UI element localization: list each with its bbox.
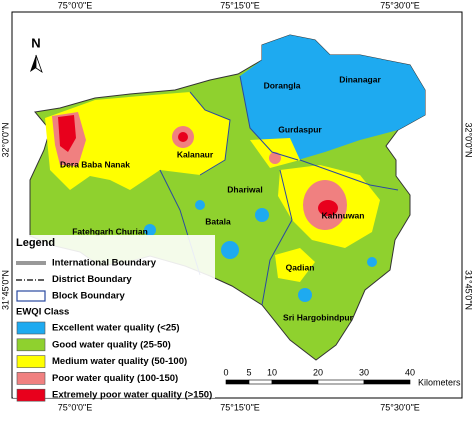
blue-zone <box>367 257 377 267</box>
legend-label: Extremely poor water quality (>150) <box>52 390 212 401</box>
place-label: Qadian <box>286 262 315 272</box>
north-label: N <box>31 35 40 50</box>
legend-box <box>13 235 215 398</box>
coord-label: 75°30'0"E <box>380 0 420 10</box>
place-label: Batala <box>205 216 231 226</box>
place-label: Dhariwal <box>227 184 262 194</box>
scale-label: 5 <box>246 367 251 377</box>
legend-label: Excellent water quality (<25) <box>52 323 180 334</box>
scale-label: 0 <box>223 367 228 377</box>
coord-label: 32°0'0"N <box>464 122 474 157</box>
blue-zone <box>255 208 269 222</box>
blue-zone <box>144 224 156 236</box>
yellow-zone <box>45 92 230 190</box>
block-boundary <box>159 75 399 306</box>
coord-label: 75°0'0"E <box>58 0 93 10</box>
legend-swatch <box>16 338 46 352</box>
legend-swatch <box>16 355 46 368</box>
scale-segment <box>225 379 250 385</box>
scale-segment <box>317 379 365 385</box>
blue-zone <box>195 200 205 210</box>
place-label: Sri Hargobindpur <box>283 312 354 322</box>
coord-label: 75°30'0"E <box>380 402 420 412</box>
map-area <box>29 34 426 361</box>
scale-segment <box>271 379 319 385</box>
place-label: Kalanaur <box>177 149 214 159</box>
legend-label: International Boundary <box>52 258 157 269</box>
place-label: Gurdaspur <box>278 124 322 134</box>
scale-segment <box>248 379 273 385</box>
coord-label: 75°15'0"E <box>220 402 260 412</box>
scale-label: 20 <box>313 367 323 377</box>
legend-label: Medium water quality (50-100) <box>52 356 187 367</box>
pink-zone <box>269 152 281 164</box>
place-label: Dorangla <box>264 80 301 90</box>
red-zone <box>58 115 76 152</box>
place-label: Kahnuwan <box>322 210 365 220</box>
scale-label: 10 <box>267 367 277 377</box>
coord-label: 32°0'0"N <box>0 122 10 157</box>
legend-label: Good water quality (25-50) <box>52 339 171 350</box>
red-zone <box>318 200 338 216</box>
place-label: Dera Baba Nanak <box>60 159 130 169</box>
legend-title: Legend <box>16 237 55 249</box>
yellow-zone <box>275 248 315 282</box>
legend: Legend International Boundary District Bo… <box>13 235 215 402</box>
legend-label: Block Boundary <box>52 291 126 302</box>
place-label: Fatehgarh Churian <box>72 226 148 236</box>
legend-swatch <box>16 321 46 335</box>
blue-zone <box>221 241 239 259</box>
block-boundary-swatch <box>16 290 46 302</box>
red-zone <box>178 132 188 142</box>
scale-label: 40 <box>405 367 415 377</box>
blue-zone <box>240 35 425 160</box>
coord-label: 75°15'0"E <box>220 0 260 10</box>
legend-label: Poor water quality (100-150) <box>52 373 178 384</box>
legend-swatch <box>16 388 46 402</box>
scale-unit: Kilometers <box>418 377 461 387</box>
scale-label: 30 <box>359 367 369 377</box>
coord-label: 31°45'0"N <box>464 270 474 310</box>
legend-swatch <box>16 372 46 385</box>
scale-segment <box>363 379 411 385</box>
coord-label: 75°0'0"E <box>58 402 93 412</box>
north-arrow: N <box>30 35 43 73</box>
legend-subtitle: EWQI Class <box>16 307 69 318</box>
coord-label: 31°45'0"N <box>0 270 10 310</box>
blue-zone <box>298 288 312 302</box>
place-label: Dinanagar <box>339 74 381 84</box>
legend-label: District Boundary <box>52 274 132 285</box>
